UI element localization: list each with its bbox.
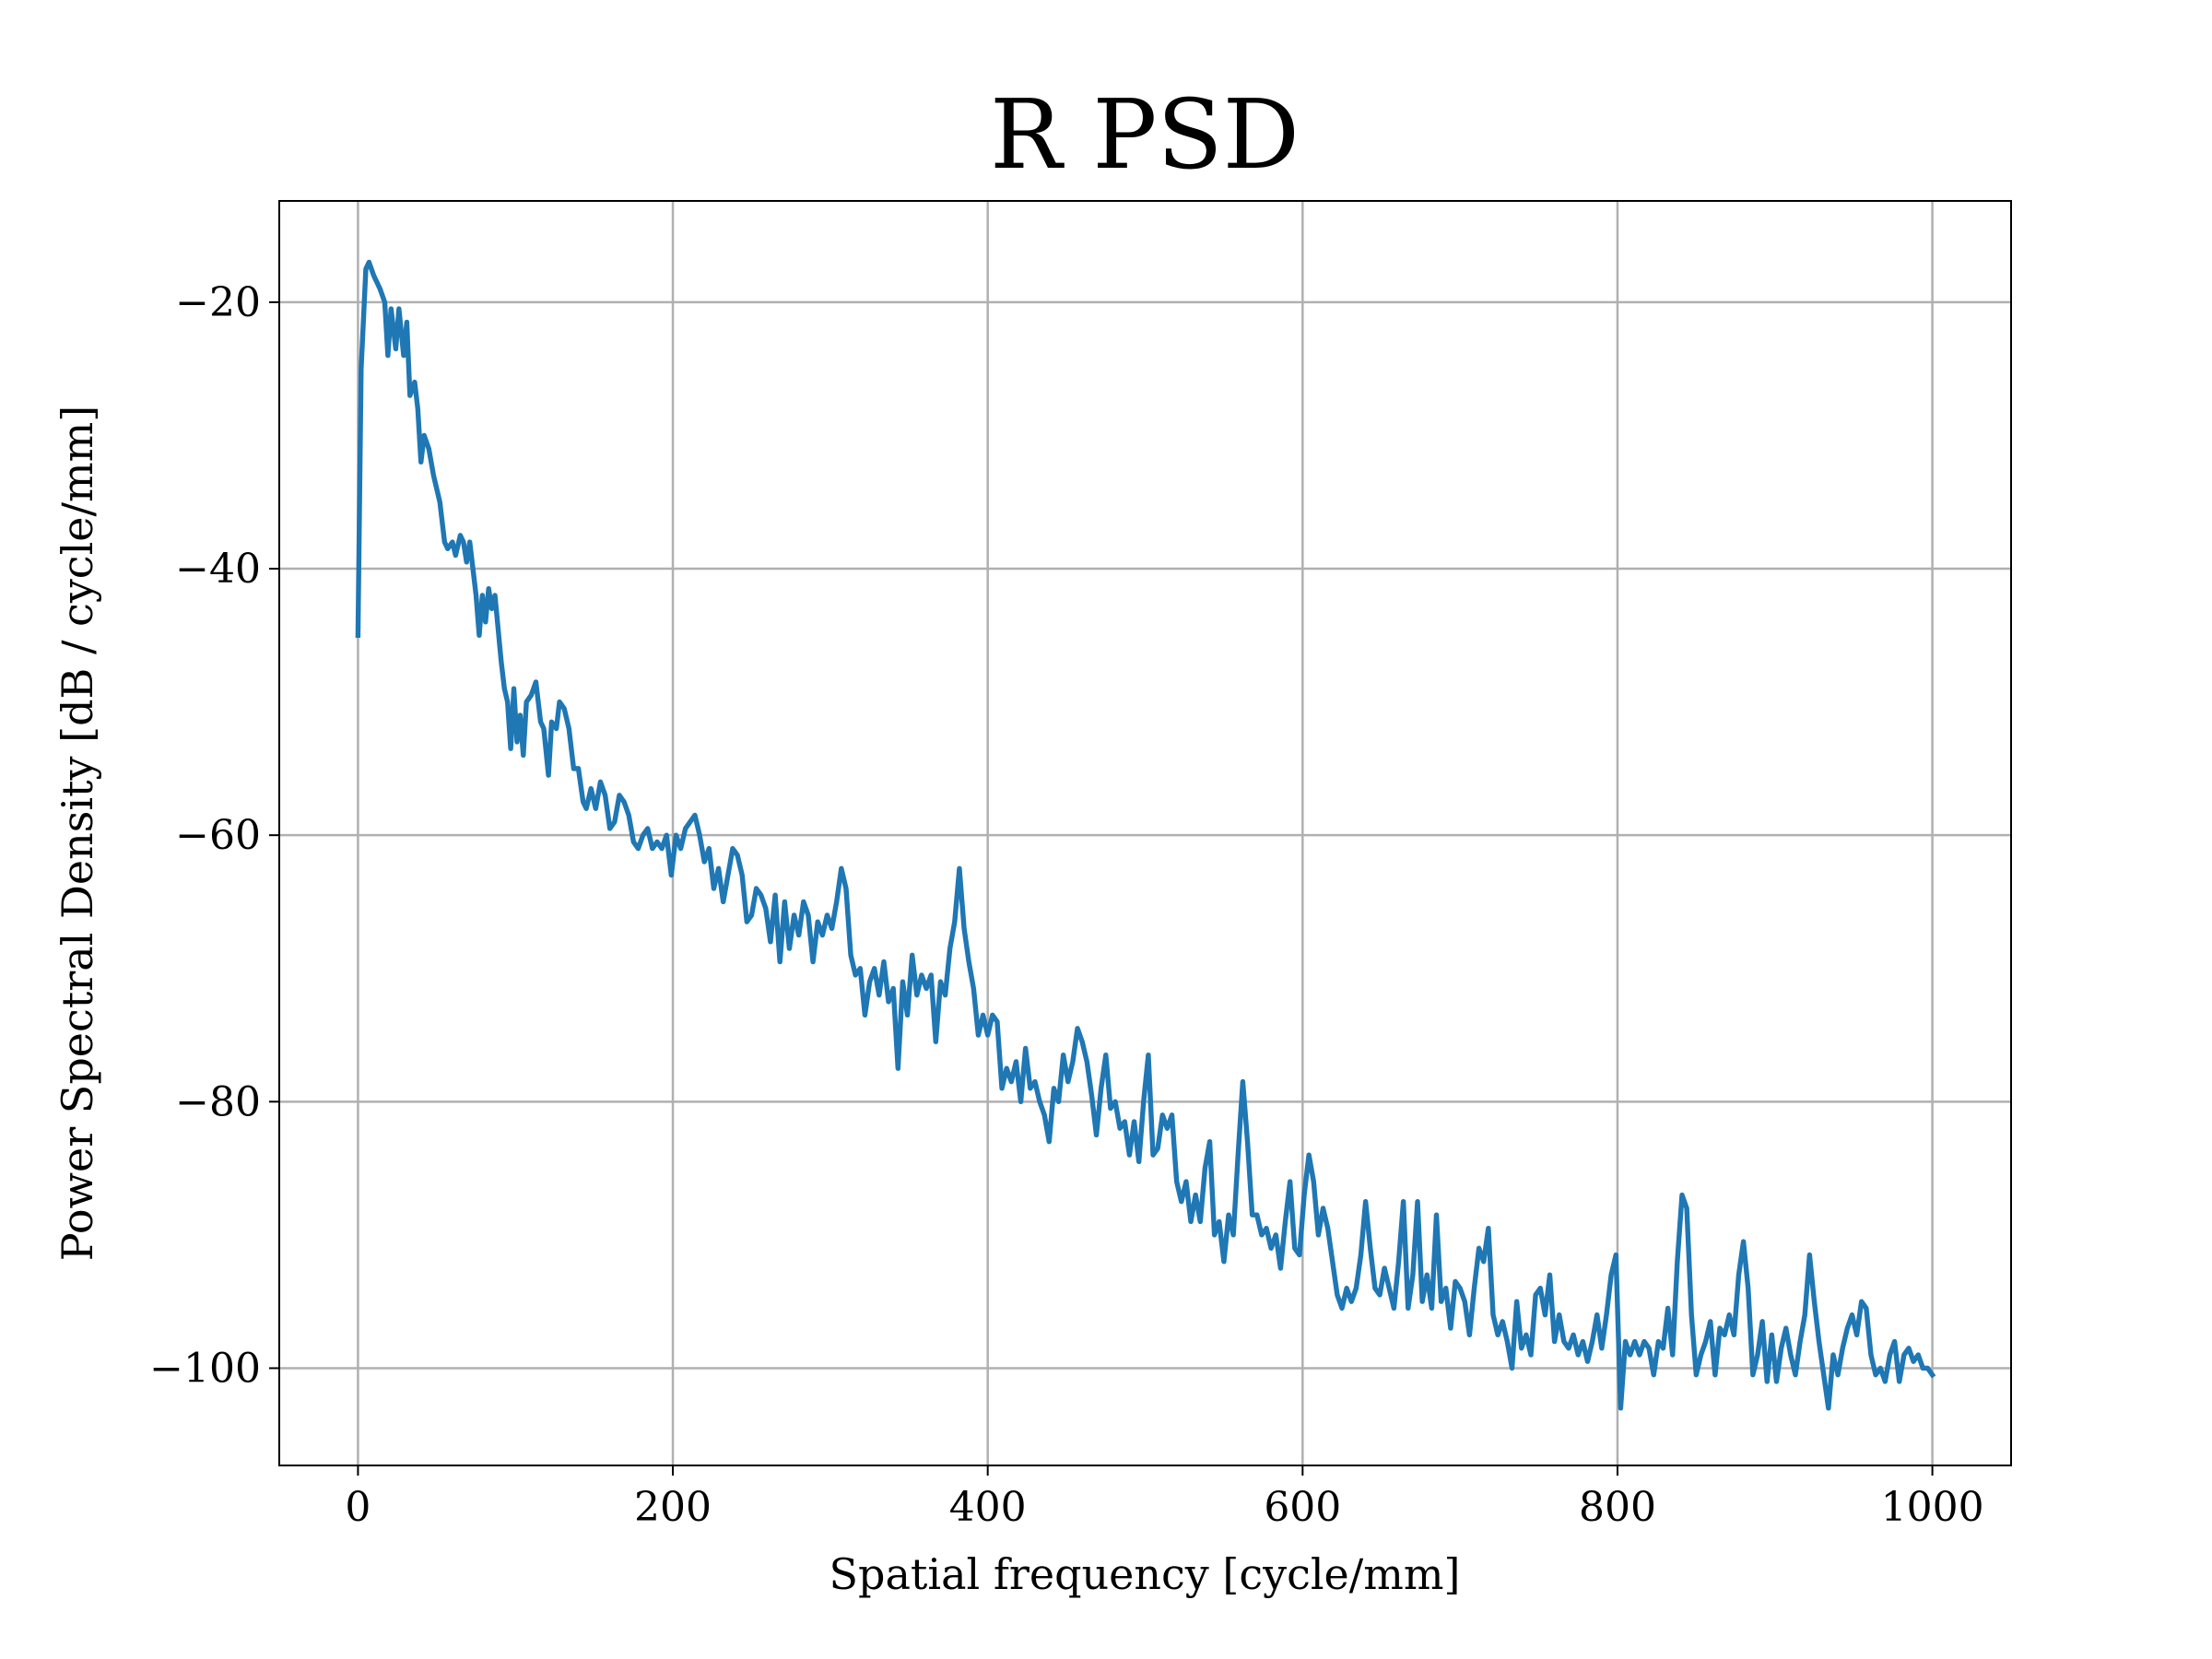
x-tick-label: 800	[1579, 1484, 1656, 1531]
y-tick-label: −100	[149, 1345, 261, 1392]
y-tick-label: −40	[175, 546, 261, 593]
y-tick-label: −20	[175, 279, 261, 326]
x-tick-label: 400	[949, 1484, 1027, 1531]
x-tick-label: 1000	[1881, 1484, 1984, 1531]
plot-frame	[278, 200, 2012, 1466]
data-line	[355, 259, 1936, 1411]
x-tick-label: 200	[634, 1484, 712, 1531]
y-tick-label: −60	[175, 812, 261, 859]
x-tick-label: 600	[1264, 1484, 1341, 1531]
x-axis-label: Spatial frequency [cycle/mm]	[830, 1549, 1461, 1599]
chart-title: R PSD	[990, 78, 1300, 191]
x-tick-label: 0	[345, 1484, 371, 1531]
y-axis-label: Power Spectral Density [dB / cycle/mm]	[53, 406, 102, 1261]
y-tick-label: −80	[175, 1078, 261, 1125]
